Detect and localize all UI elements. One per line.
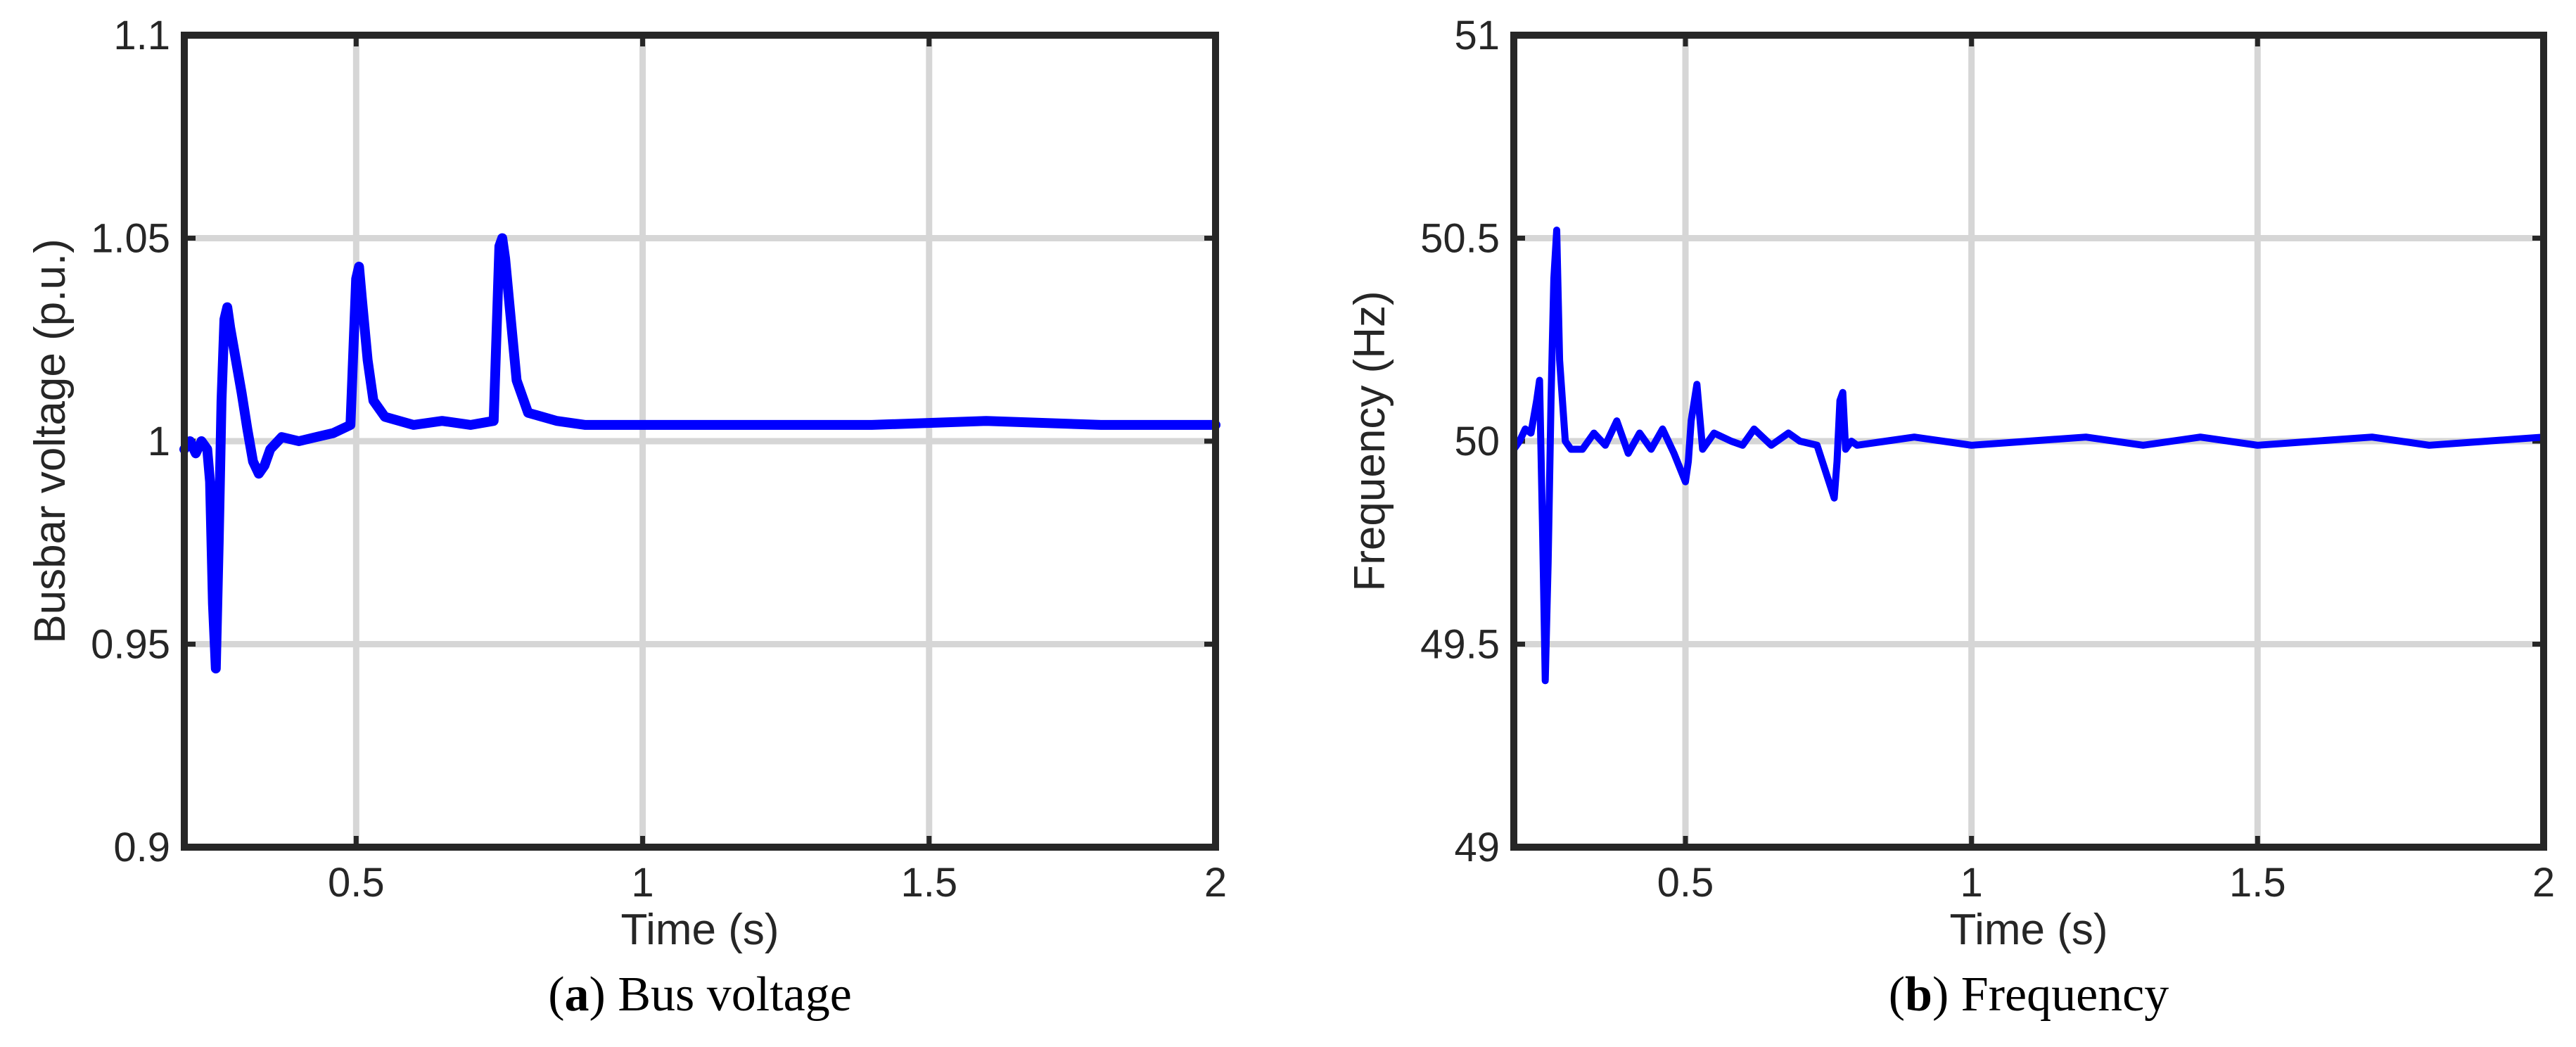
x-tick-label: 1 [1960,860,1983,906]
caption: (a) Bus voltage [548,967,852,1022]
y-tick-label: 49.5 [1420,622,1500,668]
y-axis-label: Frequency (Hz) [1346,291,1394,591]
y-tick-label: 0.9 [113,825,170,870]
caption: (b) Frequency [1889,967,2169,1022]
chart-panel-frequency: 0.5 1 1.5 2 49 49.5 50 50.5 51 Time (s) Frequen… [1346,13,2555,1022]
y-tick-labels: 49 49.5 50 50.5 51 [1420,13,1500,870]
y-tick-label: 49 [1454,825,1500,870]
x-tick-label: 1.5 [900,860,957,906]
y-tick-label: 1.1 [113,13,170,58]
x-tick-label: 0.5 [1657,860,1714,906]
caption-letter: a [565,967,589,1022]
caption-text: Bus voltage [618,967,851,1022]
x-tick-label: 0.5 [328,860,385,906]
y-tick-labels: 0.9 0.95 1 1.05 1.1 [91,13,170,870]
series-line [179,233,1220,674]
caption-text: Frequency [1961,967,2169,1022]
y-tick-label: 0.95 [91,622,170,668]
y-tick-label: 1.05 [91,216,170,262]
x-axis-label: Time (s) [1950,906,2108,954]
plot-frame [1510,32,2547,851]
grid [184,35,1216,847]
caption-letter: b [1905,967,1932,1022]
y-tick-label: 50.5 [1420,216,1500,262]
plot-frame [181,32,1219,851]
x-axis-label: Time (s) [621,906,779,954]
x-tick-label: 1 [631,860,653,906]
x-tick-label: 2 [1204,860,1227,906]
y-tick-label: 51 [1454,13,1500,58]
y-tick-label: 50 [1454,419,1500,464]
chart-panel-bus-voltage: 0.5 1 1.5 2 0.9 0.95 1 1.05 1.1 Time (s) Busbar… [26,13,1227,1022]
y-tick-label: 1 [148,419,170,464]
series-line [1510,227,2547,685]
x-tick-label: 1.5 [2229,860,2286,906]
x-tick-labels: 0.5 1 1.5 2 [328,860,1227,906]
x-tick-label: 2 [2532,860,2555,906]
y-axis-label: Busbar voltage (p.u.) [26,239,75,644]
x-tick-labels: 0.5 1 1.5 2 [1657,860,2555,906]
